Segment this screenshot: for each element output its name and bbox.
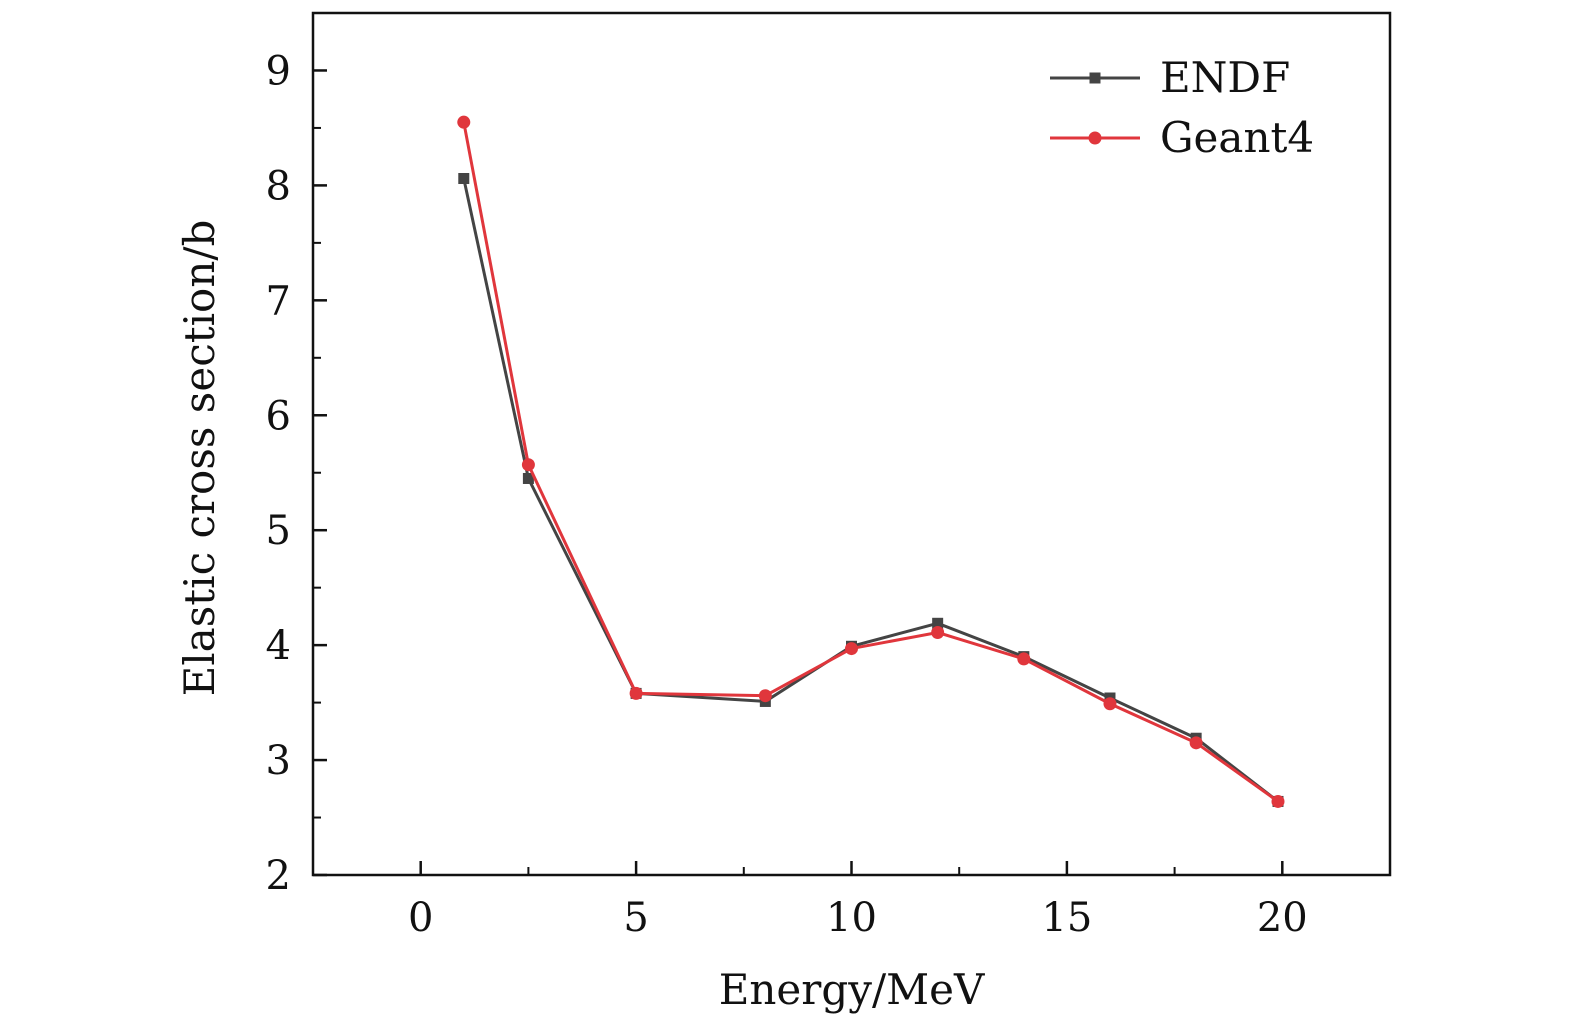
- series-line: [462, 121, 1279, 803]
- y-tick-label: 2: [266, 853, 291, 899]
- data-point: [458, 173, 470, 185]
- data-point: [1189, 736, 1203, 750]
- x-tick-label: 10: [826, 895, 877, 941]
- x-axis: 0 5 10 15 20: [408, 861, 1308, 941]
- x-axis-title: Energy/MeV: [719, 965, 985, 1014]
- data-point: [457, 115, 471, 129]
- series-layer: [457, 115, 1285, 808]
- legend-marker: [1089, 72, 1101, 84]
- series-geant4: [457, 115, 1285, 808]
- data-point: [758, 689, 772, 703]
- legend: ENDF Geant4: [1050, 53, 1314, 162]
- y-tick-label: 3: [266, 738, 291, 784]
- data-point: [1017, 652, 1031, 666]
- y-tick-label: 7: [266, 278, 291, 324]
- y-tick-label: 6: [266, 393, 291, 439]
- data-point: [522, 472, 534, 484]
- y-tick-label: 5: [266, 508, 291, 554]
- y-tick-label: 4: [266, 623, 291, 669]
- legend-marker: [1088, 131, 1102, 145]
- x-tick-label: 15: [1041, 895, 1092, 941]
- x-tick-label: 5: [623, 895, 648, 941]
- data-point: [845, 642, 858, 656]
- series-line: [462, 178, 1279, 803]
- x-tick-label: 20: [1257, 895, 1308, 941]
- data-point: [931, 625, 945, 639]
- y-axis-title: Elastic cross section/b: [175, 220, 224, 697]
- y-tick-label: 9: [266, 48, 291, 94]
- series-endf: [458, 173, 1284, 807]
- data-point: [1271, 794, 1285, 808]
- y-axis: 2 3 4 5 6 7 8 9: [266, 48, 327, 899]
- data-point: [1103, 697, 1117, 711]
- data-point: [521, 458, 535, 472]
- legend-item-endf: ENDF: [1050, 53, 1290, 102]
- legend-label: Geant4: [1160, 113, 1314, 162]
- y-tick-label: 8: [266, 163, 291, 209]
- x-tick-label: 0: [408, 895, 433, 941]
- legend-item-geant4: Geant4: [1050, 113, 1314, 162]
- data-point: [629, 686, 643, 700]
- legend-label: ENDF: [1160, 53, 1290, 102]
- data-point: [932, 617, 944, 629]
